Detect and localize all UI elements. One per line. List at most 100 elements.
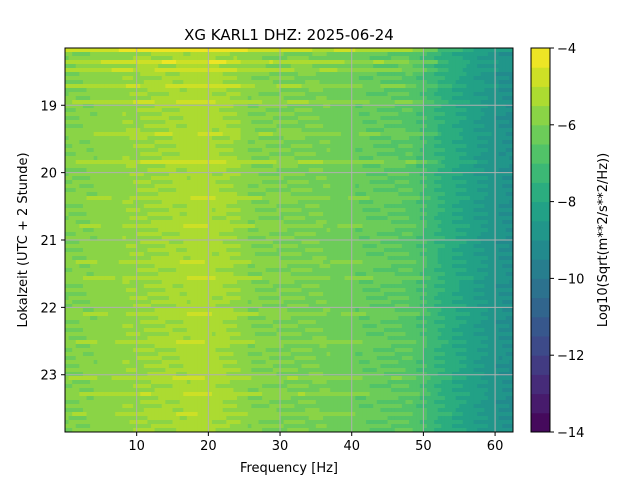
heatmap-cell [462,84,467,89]
heatmap-cell [358,52,364,57]
heatmap-cell [297,140,303,145]
heatmap-cell [412,60,417,65]
heatmap-cell [280,188,285,193]
heatmap-cell [151,76,156,81]
heatmap-cell [473,80,478,85]
heatmap-cell [86,160,91,165]
heatmap-cell [179,168,184,173]
heatmap-cell [462,148,467,153]
heatmap-cell [412,64,417,69]
heatmap-cell [495,136,500,141]
heatmap-cell [176,160,181,165]
heatmap-cell [387,64,392,69]
heatmap-cell [426,52,432,57]
heatmap-cell [294,176,299,181]
heatmap-cell [140,172,145,177]
heatmap-cell [68,192,73,197]
heatmap-cell [151,204,156,209]
heatmap-cell [265,172,270,177]
heatmap-cell [226,56,231,61]
heatmap-cell [477,48,482,53]
heatmap-cell [391,120,396,125]
heatmap-cell [168,96,174,101]
heatmap-cell [237,64,242,69]
heatmap-cell [165,108,170,113]
heatmap-cell [312,96,317,101]
heatmap-cell [301,56,306,61]
heatmap-cell [297,128,303,133]
heatmap-cell [168,100,174,105]
heatmap-cell [269,152,274,157]
heatmap-cell [219,128,224,133]
heatmap-cell [211,80,217,85]
heatmap-cell [211,76,217,81]
heatmap-cell [244,124,249,129]
heatmap-cell [86,200,91,205]
heatmap-cell [154,76,159,81]
heatmap-cell [455,60,460,65]
heatmap-cell [90,148,95,153]
heatmap-cell [176,184,181,189]
heatmap-cell [487,84,493,89]
heatmap-cell [369,188,374,193]
heatmap-cell [240,152,245,157]
heatmap-cell [122,136,127,141]
heatmap-cell [369,140,374,145]
heatmap-cell [65,180,70,185]
heatmap-cell [190,68,195,73]
heatmap-cell [426,188,432,193]
heatmap-cell [172,80,177,85]
heatmap-cell [283,116,288,121]
heatmap-cell [158,204,163,209]
heatmap-cell [133,64,138,69]
heatmap-cell [348,112,353,117]
heatmap-cell [115,156,120,161]
heatmap-cell [254,196,260,201]
heatmap-cell [172,172,177,177]
heatmap-cell [401,160,407,165]
heatmap-cell [487,60,493,65]
heatmap-cell [405,120,410,125]
heatmap-cell [143,108,149,113]
heatmap-cell [373,56,378,61]
heatmap-cell [366,192,371,197]
heatmap-cell [301,136,306,141]
heatmap-cell [419,96,424,101]
heatmap-cell [75,176,80,181]
heatmap-cell [305,76,310,81]
heatmap-cell [283,128,288,133]
heatmap-cell [190,192,195,197]
heatmap-cell [448,180,453,185]
heatmap-cell [233,172,238,177]
heatmap-cell [265,192,270,197]
heatmap-cell [452,152,457,157]
heatmap-cell [254,108,260,113]
heatmap-cell [441,140,446,145]
heatmap-cell [380,76,385,81]
heatmap-cell [65,196,70,201]
heatmap-cell [233,116,238,121]
heatmap-cell [240,80,245,85]
heatmap-cell [283,184,288,189]
heatmap-cell [176,76,181,81]
heatmap-cell [412,200,417,205]
heatmap-cell [233,104,238,109]
heatmap-cell [115,60,120,65]
heatmap-cell [426,132,432,137]
heatmap-cell [491,128,496,133]
heatmap-cell [65,124,70,129]
heatmap-cell [280,184,285,189]
heatmap-cell [172,196,177,201]
heatmap-cell [68,164,73,169]
heatmap-cell [79,188,84,193]
heatmap-cell [473,132,478,137]
heatmap-cell [373,92,378,97]
heatmap-cell [452,200,457,205]
heatmap-cell [441,144,446,149]
heatmap-cell [315,180,321,185]
heatmap-cell [452,120,457,125]
heatmap-cell [208,184,213,189]
heatmap-cell [405,180,410,185]
heatmap-cell [287,204,292,209]
heatmap-cell [82,148,88,153]
